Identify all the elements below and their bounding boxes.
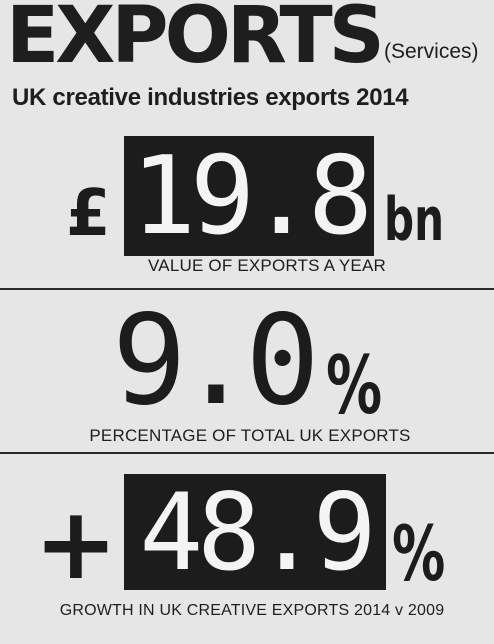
- subtitle: UK creative industries exports 2014: [12, 84, 409, 111]
- export-value-box: 19.8: [124, 136, 374, 256]
- export-share-value: 9.0: [112, 289, 320, 433]
- currency-symbol: £: [66, 177, 111, 251]
- page-title: EXPORTS: [6, 0, 385, 81]
- header: EXPORTS (Services) UK creative industrie…: [0, 0, 494, 120]
- divider: [0, 288, 494, 290]
- export-growth-box: 48.9: [124, 474, 386, 590]
- export-growth-value: 48.9: [139, 474, 376, 590]
- export-share-unit: %: [326, 339, 383, 432]
- export-growth-unit: %: [392, 509, 446, 598]
- stat-export-value: £ 19.8 bn VALUE OF EXPORTS A YEAR: [0, 0, 494, 290]
- stat-export-growth: + 48.9 % GROWTH IN UK CREATIVE EXPORTS 2…: [0, 454, 494, 644]
- export-growth-caption: GROWTH IN UK CREATIVE EXPORTS 2014 v 200…: [59, 602, 445, 619]
- stat-export-share: 9.0 % PERCENTAGE OF TOTAL UK EXPORTS: [0, 290, 494, 450]
- export-share-caption: PERCENTAGE OF TOTAL UK EXPORTS: [89, 426, 411, 445]
- export-value: 19.8: [130, 136, 373, 256]
- export-value-unit: bn: [384, 185, 444, 255]
- export-value-caption: VALUE OF EXPORTS A YEAR: [148, 256, 386, 275]
- plus-sign: +: [34, 485, 118, 602]
- title-note: (Services): [384, 40, 479, 63]
- divider: [0, 452, 494, 454]
